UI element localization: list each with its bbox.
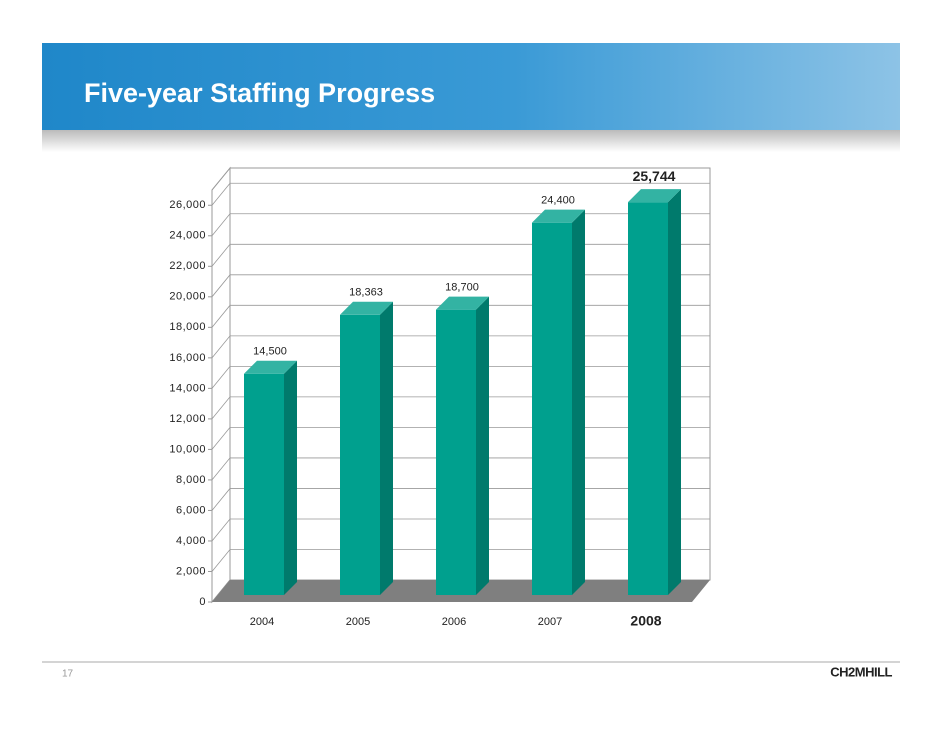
y-tick-label: 12,000 <box>169 413 206 425</box>
bar-front <box>340 314 380 595</box>
bar-front <box>628 202 668 595</box>
y-tick-label: 16,000 <box>169 352 206 364</box>
y-tick-label: 0 <box>199 596 206 608</box>
value-label: 14,500 <box>253 346 287 358</box>
y-tick-label: 26,000 <box>169 199 206 211</box>
x-tick-label: 2005 <box>346 616 370 628</box>
x-tick-label: 2008 <box>630 613 661 629</box>
value-label: 18,363 <box>349 287 383 299</box>
page-number: 17 <box>62 669 74 680</box>
bar-top <box>532 209 585 223</box>
y-tick-label: 18,000 <box>169 321 206 333</box>
y-tick-label: 14,000 <box>169 382 206 394</box>
y-tick-label: 6,000 <box>176 504 206 516</box>
y-tick-label: 10,000 <box>169 443 206 455</box>
logo: CH2MHILL <box>830 664 892 679</box>
grid-line <box>211 182 710 206</box>
chart: 0 2,000 4,000 6,000 8,000 10,000 12,000 14,000 1… <box>169 166 711 629</box>
x-tick-label: 2007 <box>538 616 562 628</box>
y-tick-label: 22,000 <box>169 260 206 272</box>
y-tick-label: 8,000 <box>176 474 206 486</box>
bar-side <box>380 301 393 595</box>
bar-side <box>284 360 297 595</box>
x-tick-label: 2004 <box>250 616 274 628</box>
bar-top <box>340 301 393 315</box>
bar-side <box>476 296 489 595</box>
value-label: 25,744 <box>633 168 676 184</box>
value-label: 24,400 <box>541 195 575 207</box>
bar-top <box>628 189 681 203</box>
y-tick-label: 24,000 <box>169 230 206 242</box>
header-banner <box>42 43 900 130</box>
bar-top <box>244 360 297 374</box>
header-shadow <box>42 130 900 152</box>
bar-side <box>572 209 585 595</box>
slide-title: Five-year Staffing Progress <box>84 78 435 108</box>
value-label: 18,700 <box>445 282 479 294</box>
bar-front <box>436 309 476 595</box>
y-tick-label: 20,000 <box>169 291 206 303</box>
y-tick-label: 4,000 <box>176 535 206 547</box>
y-tick-label: 2,000 <box>176 565 206 577</box>
bar-top <box>436 296 489 310</box>
bar-side <box>668 189 681 595</box>
bar-front <box>244 373 284 595</box>
bar-front <box>532 222 572 595</box>
x-tick-label: 2006 <box>442 616 466 628</box>
